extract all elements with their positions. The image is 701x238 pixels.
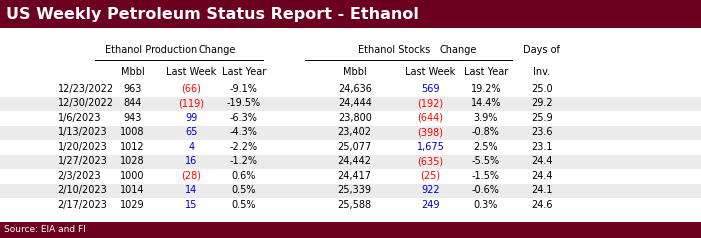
Text: 24.6: 24.6 [531, 200, 552, 210]
Text: 569: 569 [421, 84, 440, 94]
Text: -1.5%: -1.5% [472, 171, 500, 181]
Text: 25.9: 25.9 [531, 113, 552, 123]
Text: 24.4: 24.4 [531, 156, 552, 166]
Text: 1/20/2023: 1/20/2023 [57, 142, 107, 152]
Text: 29.2: 29.2 [531, 98, 552, 108]
Text: (25): (25) [421, 171, 440, 181]
Text: 1/13/2023: 1/13/2023 [57, 127, 107, 137]
Text: (398): (398) [417, 127, 444, 137]
Text: US Weekly Petroleum Status Report - Ethanol: US Weekly Petroleum Status Report - Etha… [6, 6, 418, 22]
Text: 24,417: 24,417 [338, 171, 372, 181]
Text: Source: EIA and FI: Source: EIA and FI [4, 225, 86, 234]
Text: Change: Change [198, 45, 236, 55]
Text: Mbbl: Mbbl [343, 67, 367, 77]
Text: 963: 963 [123, 84, 142, 94]
Text: 24.4: 24.4 [531, 171, 552, 181]
Text: 1,675: 1,675 [416, 142, 444, 152]
Text: 24,636: 24,636 [338, 84, 372, 94]
Text: 1/6/2023: 1/6/2023 [57, 113, 101, 123]
Bar [0, 222, 701, 238]
Text: -0.8%: -0.8% [472, 127, 500, 137]
Text: 25.0: 25.0 [531, 84, 552, 94]
Text: 25,339: 25,339 [338, 185, 372, 195]
Text: (635): (635) [417, 156, 444, 166]
Bar [0, 126, 701, 140]
Text: (644): (644) [417, 113, 444, 123]
Text: 1000: 1000 [121, 171, 144, 181]
Text: 922: 922 [421, 185, 440, 195]
Bar [0, 155, 701, 169]
Text: -4.3%: -4.3% [230, 127, 258, 137]
Text: 0.3%: 0.3% [474, 200, 498, 210]
Text: Last Year: Last Year [222, 67, 266, 77]
Text: 25,588: 25,588 [338, 200, 372, 210]
Text: 65: 65 [185, 127, 198, 137]
Text: -6.3%: -6.3% [230, 113, 258, 123]
Text: -19.5%: -19.5% [227, 98, 261, 108]
Text: 99: 99 [185, 113, 198, 123]
Text: 844: 844 [123, 98, 142, 108]
Text: 24,444: 24,444 [338, 98, 372, 108]
Text: 1014: 1014 [121, 185, 144, 195]
Text: 1012: 1012 [120, 142, 145, 152]
Text: 23,402: 23,402 [338, 127, 372, 137]
Text: Inv.: Inv. [533, 67, 550, 77]
Text: -9.1%: -9.1% [230, 84, 258, 94]
Bar [0, 97, 701, 111]
Text: 16: 16 [185, 156, 198, 166]
Text: 12/30/2022: 12/30/2022 [57, 98, 114, 108]
Text: 1029: 1029 [120, 200, 145, 210]
Text: 14: 14 [185, 185, 198, 195]
Text: 2/3/2023: 2/3/2023 [57, 171, 101, 181]
Text: Last Week: Last Week [405, 67, 456, 77]
Text: 2.5%: 2.5% [473, 142, 498, 152]
Text: -1.2%: -1.2% [230, 156, 258, 166]
Text: (192): (192) [417, 98, 444, 108]
Text: 12/23/2022: 12/23/2022 [57, 84, 114, 94]
Text: 943: 943 [123, 113, 142, 123]
Text: 24,442: 24,442 [338, 156, 372, 166]
Text: 15: 15 [185, 200, 198, 210]
Text: -5.5%: -5.5% [472, 156, 500, 166]
Text: Ethanol Stocks: Ethanol Stocks [358, 45, 430, 55]
Text: 23.1: 23.1 [531, 142, 552, 152]
Text: 1008: 1008 [121, 127, 144, 137]
Text: 23,800: 23,800 [338, 113, 372, 123]
Text: 249: 249 [421, 200, 440, 210]
Text: (28): (28) [182, 171, 201, 181]
Text: 1/27/2023: 1/27/2023 [57, 156, 107, 166]
Text: 0.5%: 0.5% [232, 185, 256, 195]
Text: Change: Change [440, 45, 477, 55]
Text: 23.6: 23.6 [531, 127, 552, 137]
Text: 3.9%: 3.9% [474, 113, 498, 123]
Text: 0.6%: 0.6% [232, 171, 256, 181]
Text: 25,077: 25,077 [338, 142, 372, 152]
Text: 0.5%: 0.5% [232, 200, 256, 210]
Bar [0, 0, 701, 28]
Text: Mbbl: Mbbl [121, 67, 144, 77]
Text: -2.2%: -2.2% [230, 142, 258, 152]
Text: 1028: 1028 [120, 156, 145, 166]
Text: 19.2%: 19.2% [470, 84, 501, 94]
Text: -0.6%: -0.6% [472, 185, 500, 195]
Text: 24.1: 24.1 [531, 185, 552, 195]
Text: 14.4%: 14.4% [470, 98, 501, 108]
Bar [0, 184, 701, 198]
Text: 2/17/2023: 2/17/2023 [57, 200, 107, 210]
Text: Ethanol Production: Ethanol Production [104, 45, 197, 55]
Text: 2/10/2023: 2/10/2023 [57, 185, 107, 195]
Text: (66): (66) [182, 84, 201, 94]
Text: 4: 4 [189, 142, 194, 152]
Text: Last Year: Last Year [463, 67, 508, 77]
Text: Days of: Days of [524, 45, 560, 55]
Text: Last Week: Last Week [166, 67, 217, 77]
Text: (119): (119) [178, 98, 205, 108]
